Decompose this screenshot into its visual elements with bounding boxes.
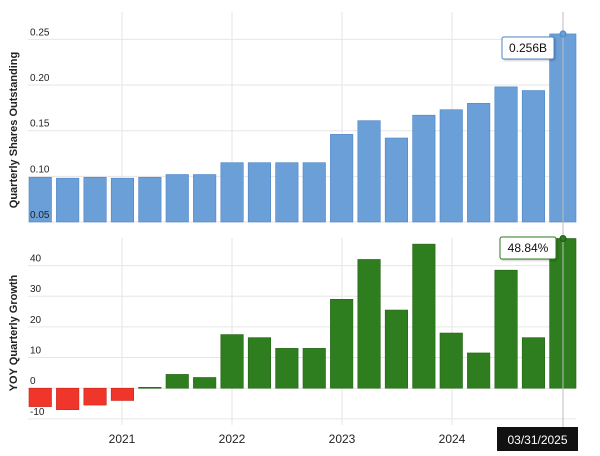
growth-bar[interactable] [357,259,381,389]
shares-tooltip: 0.256B [501,36,555,60]
growth-bar[interactable] [494,269,518,389]
shares-bar[interactable] [330,134,354,223]
growth-bar[interactable] [138,386,162,389]
selected-date-badge[interactable]: 03/31/2025 [497,427,578,451]
growth-bar[interactable] [275,348,299,389]
shares-y-axis-label: Quarterly Shares Outstanding [8,52,20,208]
y-tick-label: 20 [30,315,42,326]
growth-tooltip-marker [559,234,567,242]
growth-grid [28,265,576,420]
y-tick-label: 0.10 [30,164,50,175]
shares-bar[interactable] [275,162,299,223]
growth-bar[interactable] [384,309,409,389]
shares-grid [28,38,576,223]
shares-bar[interactable] [138,176,162,223]
growth-bar[interactable] [56,387,80,410]
growth-bars [28,238,577,410]
x-tick-label: 2023 [329,432,356,446]
shares-bar[interactable] [412,114,436,223]
shares-bar[interactable] [302,162,326,223]
shares-bar[interactable] [384,137,409,223]
y-tick-label: -10 [30,407,45,418]
growth-bar[interactable] [330,299,354,389]
y-tick-label: 0.25 [30,27,50,38]
y-tick-label: 0.15 [30,119,50,130]
growth-bar[interactable] [28,387,52,407]
shares-bar[interactable] [165,174,189,223]
growth-bar[interactable] [247,337,271,389]
growth-bar[interactable] [302,348,326,389]
shares-tooltip-value: 0.256B [509,41,547,55]
growth-bar[interactable] [193,377,217,389]
x-tick-label: 2022 [219,432,246,446]
shares-bar[interactable] [110,177,134,223]
shares-bar[interactable] [220,162,244,223]
shares-bar[interactable] [28,176,52,223]
shares-bars [28,33,577,223]
growth-bar[interactable] [467,352,491,389]
growth-y-axis-label: YOY Quarterly Growth [8,274,20,391]
x-year-gridlines [121,12,453,425]
shares-bar[interactable] [521,90,546,223]
y-tick-label: 10 [30,346,42,357]
growth-bar[interactable] [83,387,107,406]
x-tick-label: 2024 [439,432,466,446]
growth-tooltip: 48.84% [499,236,557,260]
growth-bar[interactable] [439,332,463,389]
y-tick-label: 0.05 [30,210,50,221]
shares-bar[interactable] [83,176,107,223]
y-tick-label: 0.20 [30,73,50,84]
shares-bar[interactable] [467,103,491,223]
growth-bar[interactable] [165,374,189,389]
growth-tooltip-value: 48.84% [508,241,549,255]
shares-panel: 0.05 0.10 0.15 0.20 0.25 Quarterly Shares Ou… [8,27,577,223]
shares-bar[interactable] [439,109,463,223]
shares-bar[interactable] [247,162,271,223]
shares-bar[interactable] [494,86,518,223]
growth-bar[interactable] [412,243,436,389]
y-tick-label: 40 [30,254,42,265]
growth-bar[interactable] [110,387,134,401]
growth-panel: -10 0 10 20 30 40 YOY Quarterly Growth [8,238,577,420]
growth-y-ticks: -10 0 10 20 30 40 [30,254,45,418]
growth-bar[interactable] [521,337,546,389]
shares-bar[interactable] [56,177,80,223]
shares-tooltip-marker [559,30,567,38]
x-tick-label: 2021 [109,432,136,446]
shares-bar[interactable] [357,120,381,223]
shares-y-ticks: 0.05 0.10 0.15 0.20 0.25 [30,27,50,221]
growth-bar[interactable] [220,334,244,389]
selected-date-label: 03/31/2025 [507,433,567,447]
y-tick-label: 0 [30,376,36,387]
shares-bar[interactable] [193,174,217,223]
y-tick-label: 30 [30,284,42,295]
x-axis-labels: 2021 2022 2023 2024 [109,432,466,446]
